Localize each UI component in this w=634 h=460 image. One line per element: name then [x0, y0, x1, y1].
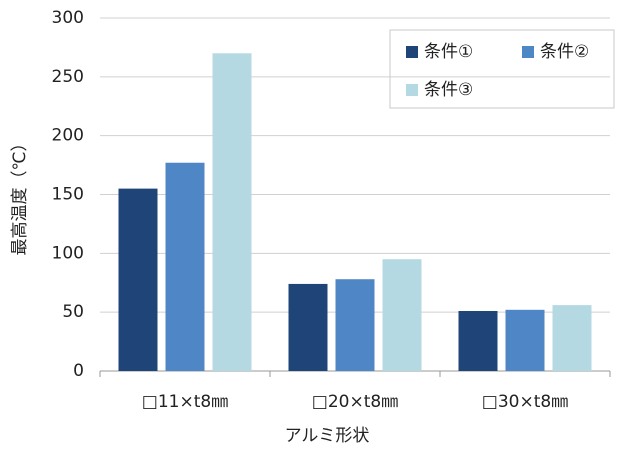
- legend-swatch: [522, 46, 534, 58]
- legend-swatch: [406, 46, 418, 58]
- legend-box: [389, 29, 615, 109]
- legend-label: 条件③: [424, 80, 473, 100]
- y-tick-label: 200: [52, 126, 84, 146]
- y-tick-label: 0: [73, 361, 84, 381]
- y-tick-label: 250: [52, 67, 84, 87]
- bar: [118, 188, 158, 371]
- x-tick-label: □30×t8㎜: [482, 392, 568, 412]
- y-axis-title: 最高温度（℃）: [10, 134, 30, 255]
- x-axis-title: アルミ形状: [285, 426, 370, 446]
- x-tick-label: □20×t8㎜: [312, 392, 398, 412]
- legend-label: 条件②: [540, 42, 589, 62]
- y-tick-label: 100: [52, 243, 84, 263]
- legend-label: 条件①: [424, 42, 473, 62]
- bar: [335, 279, 375, 371]
- bar: [552, 305, 592, 371]
- bar: [458, 310, 498, 371]
- bar: [288, 283, 328, 371]
- y-tick-label: 50: [62, 302, 84, 322]
- bar: [382, 259, 422, 371]
- bar: [505, 309, 545, 371]
- legend-swatch: [406, 84, 418, 96]
- bar: [165, 162, 205, 371]
- y-tick-label: 300: [52, 8, 84, 28]
- x-tick-label: □11×t8㎜: [142, 392, 228, 412]
- y-tick-label: 150: [52, 185, 84, 205]
- bar: [212, 53, 252, 372]
